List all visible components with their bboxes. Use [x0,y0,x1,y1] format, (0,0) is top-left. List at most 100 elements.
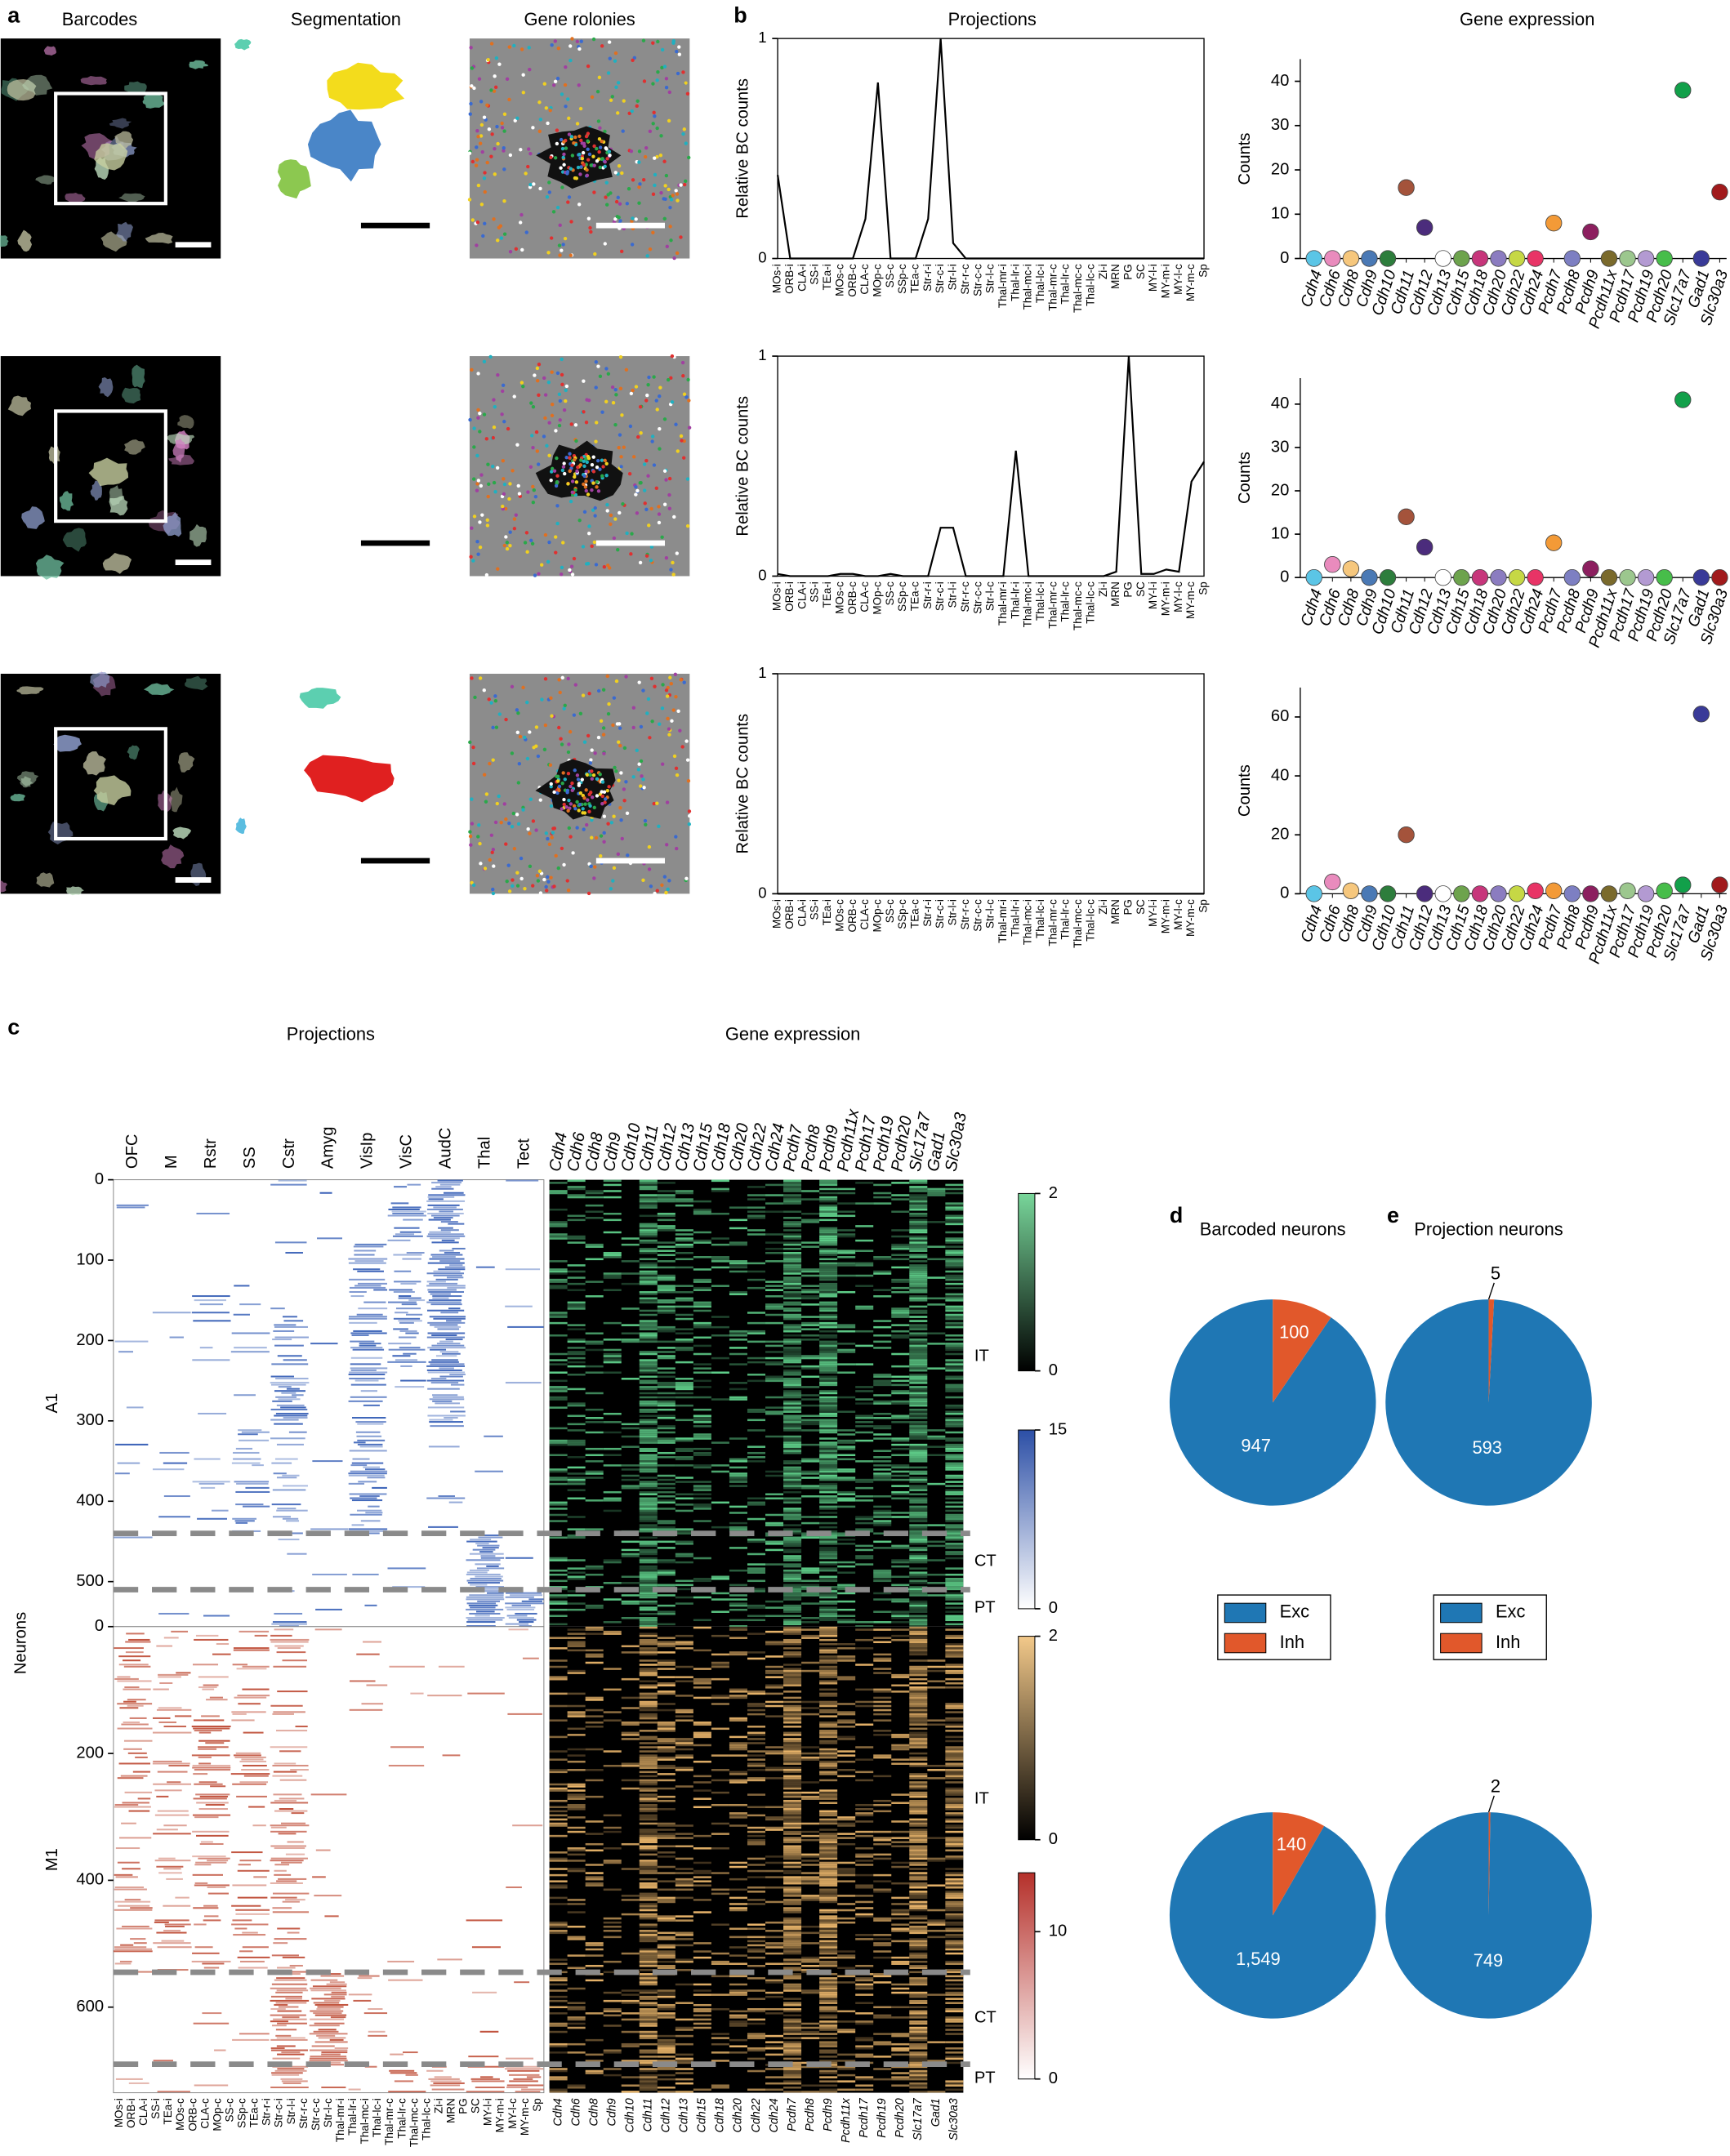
rolony-dot [568,499,573,504]
expression-texture [945,1347,964,1349]
expression-texture [747,1793,766,1796]
rolony-dot [577,518,582,523]
expression-texture [549,1371,568,1374]
expression-texture [909,1659,928,1662]
expression-texture [603,1431,622,1434]
expression-texture [909,1645,928,1648]
expression-texture [747,1214,766,1218]
projection-texture [432,1295,462,1298]
cell-signal [161,844,185,869]
expression-texture [801,1460,820,1463]
projection-texture [393,1328,408,1330]
expression-texture [945,1208,964,1211]
projection-texture [468,1604,498,1606]
expression-texture [783,1820,802,1823]
rolony-dot [630,219,634,224]
expression-texture [585,1655,604,1658]
projection-texture [466,1598,505,1601]
projection-texture [152,1468,185,1471]
expression-texture [873,1334,892,1337]
expression-texture [909,1250,928,1252]
expression-texture [819,1351,838,1353]
projection-texture [118,1664,149,1666]
y-tick-label: 40 [1271,766,1289,784]
expression-texture [801,1838,820,1842]
rolony-dot [645,254,649,258]
expression-texture [657,1367,676,1370]
rolony-dot [630,532,634,536]
expression-texture [693,1352,711,1356]
expression-texture [675,1540,693,1544]
rolony-dot [611,723,615,728]
gene-count-dot [1471,568,1489,586]
expression-texture [945,1264,964,1267]
expression-texture [945,1567,964,1570]
projection-texture [194,1816,219,1819]
expression-texture [567,1347,586,1349]
expression-texture [765,1630,784,1633]
expression-texture [909,1204,928,1207]
expression-texture [693,1386,711,1388]
rolony-dot [664,77,669,81]
expression-texture [711,1179,729,1183]
expression-texture [621,1651,640,1654]
expression-texture [945,1814,964,1817]
expression-texture [783,1677,802,1681]
expression-texture [729,1814,747,1817]
projection-texture [450,1383,465,1386]
projection-texture [115,1847,140,1850]
expression-texture [585,1649,604,1652]
rolony-dot [489,154,493,158]
expression-texture [855,1808,874,1811]
rolony-dot [638,481,642,485]
expression-texture [603,1274,622,1277]
expression-texture [549,1334,568,1337]
expression-texture [801,1791,820,1794]
expression-texture [621,1332,640,1335]
projection-texture [123,1665,151,1668]
projection-texture [351,1334,369,1337]
projection-texture [283,1320,304,1322]
rolony-dot [479,100,484,104]
expression-texture [837,1676,856,1678]
expression-texture [801,1756,820,1759]
expression-texture [639,1439,658,1442]
rolony-dot [512,43,516,48]
expression-texture [567,1478,586,1481]
projection-texture [287,1552,307,1555]
expression-texture [909,1410,928,1413]
expression-texture [639,1400,658,1403]
projection-texture [279,1750,301,1753]
cell-signal [143,683,175,696]
projection-texture [428,1526,458,1528]
expression-texture [819,1829,838,1831]
expression-texture [945,1748,964,1751]
expression-texture [621,1486,640,1490]
rolony-dot [604,367,609,371]
expression-texture [675,1204,693,1207]
expression-texture [657,1250,676,1252]
x-tick-label: MY-m-i [1160,899,1172,933]
panel-letter: a [7,2,20,27]
expression-texture [783,1847,802,1850]
expression-texture [585,1343,604,1345]
expression-texture [657,1312,676,1314]
expression-texture [639,1225,658,1227]
expression-texture [621,1738,640,1740]
expression-texture [657,1274,676,1277]
projection-texture [432,1256,456,1258]
expression-texture [783,1301,802,1304]
expression-texture [693,1497,711,1500]
rolony-dot [582,459,586,463]
expression-texture [819,1239,838,1242]
expression-texture [819,1849,838,1852]
rolony-dot [487,697,491,702]
expression-texture [945,1615,964,1617]
expression-texture [909,1512,928,1514]
rolony-dot [631,178,635,182]
expression-texture [945,1343,964,1345]
rolony-dot [517,762,522,766]
rolony-dot [667,118,671,123]
column-header: Amyg [319,1127,337,1169]
expression-texture [819,1766,838,1770]
